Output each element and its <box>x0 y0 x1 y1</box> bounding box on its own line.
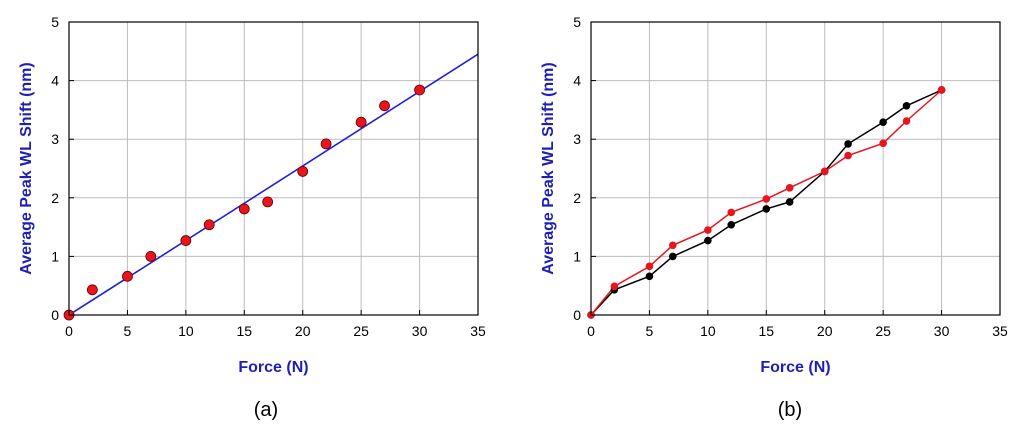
data-point <box>879 139 887 148</box>
data-point <box>203 219 215 231</box>
x-tick-label: 35 <box>470 323 486 339</box>
data-point <box>238 203 250 215</box>
x-tick-label: 10 <box>178 323 194 339</box>
y-axis-label: Average Peak WL Shift (nm) <box>540 62 557 275</box>
data-point <box>727 220 736 229</box>
data-point <box>727 208 736 217</box>
x-tick-label: 5 <box>646 323 654 339</box>
y-tick-label: 5 <box>573 14 581 30</box>
data-point <box>762 205 771 213</box>
data-point <box>379 100 390 112</box>
data-point <box>820 167 829 176</box>
data-point <box>785 198 794 206</box>
data-point <box>669 252 677 261</box>
data-point <box>262 196 274 208</box>
data-point <box>762 195 771 203</box>
panel-caption-b: (b) <box>778 399 802 421</box>
x-tick-label: 15 <box>758 323 774 339</box>
x-tick-label: 5 <box>124 323 132 339</box>
y-tick-label: 5 <box>51 14 59 30</box>
data-point <box>937 86 946 94</box>
x-tick-label: 25 <box>875 323 891 339</box>
plot-frame <box>68 21 479 316</box>
data-point <box>645 262 654 271</box>
series-lines <box>69 53 478 315</box>
y-tick-label: 1 <box>573 248 581 264</box>
x-tick-label: 15 <box>236 323 252 339</box>
data-point <box>297 166 309 177</box>
y-axis-label: Average Peak WL Shift (nm) <box>18 62 35 275</box>
data-point <box>355 116 367 128</box>
data-point <box>669 241 677 250</box>
data-point <box>902 117 911 125</box>
series-markers <box>587 86 946 319</box>
x-tick-label: 20 <box>817 323 833 339</box>
data-point <box>879 118 887 127</box>
data-point <box>610 282 619 291</box>
data-point <box>414 84 425 96</box>
data-point <box>320 138 332 150</box>
data-point <box>844 151 852 160</box>
data-point <box>645 272 654 281</box>
y-tick-label: 3 <box>573 131 581 147</box>
chart-panel-b: 0 5 10 15 20 25 30 35 0 1 2 3 4 5 Force (N) Average Pea… <box>540 14 1008 376</box>
data-point <box>785 184 794 192</box>
x-tick-label: 20 <box>295 323 311 339</box>
data-point <box>704 236 712 245</box>
series-line-1 <box>69 53 478 315</box>
data-point <box>180 235 192 246</box>
y-tick-label: 0 <box>51 307 59 323</box>
x-axis-label: Force (N) <box>238 359 308 376</box>
x-tick-label: 10 <box>700 323 716 339</box>
y-tick-label: 0 <box>573 307 581 323</box>
x-tick-label: 25 <box>353 323 369 339</box>
panel-caption-a: (a) <box>254 399 278 421</box>
x-tick-label: 30 <box>934 323 950 339</box>
chart-panel-a: 0 5 10 15 20 25 30 35 0 1 2 3 4 5 Force (N) Average Pea… <box>18 14 486 376</box>
x-axis-label: Force (N) <box>760 359 830 376</box>
data-point <box>86 284 98 296</box>
y-tick-label: 3 <box>51 131 59 147</box>
x-tick-label: 0 <box>65 323 73 339</box>
x-tick-label: 35 <box>992 323 1008 339</box>
data-point <box>145 250 157 262</box>
plot-frame <box>590 21 1001 316</box>
y-tick-label: 4 <box>573 73 581 89</box>
y-tick-label: 1 <box>51 248 59 264</box>
data-point <box>844 140 852 148</box>
data-point <box>902 101 911 110</box>
y-tick-label: 4 <box>51 73 59 89</box>
x-tick-label: 30 <box>412 323 428 339</box>
data-point <box>704 226 712 234</box>
y-tick-label: 2 <box>51 190 59 206</box>
data-point <box>122 270 133 282</box>
y-tick-label: 2 <box>573 190 581 206</box>
x-tick-label: 0 <box>587 323 595 339</box>
